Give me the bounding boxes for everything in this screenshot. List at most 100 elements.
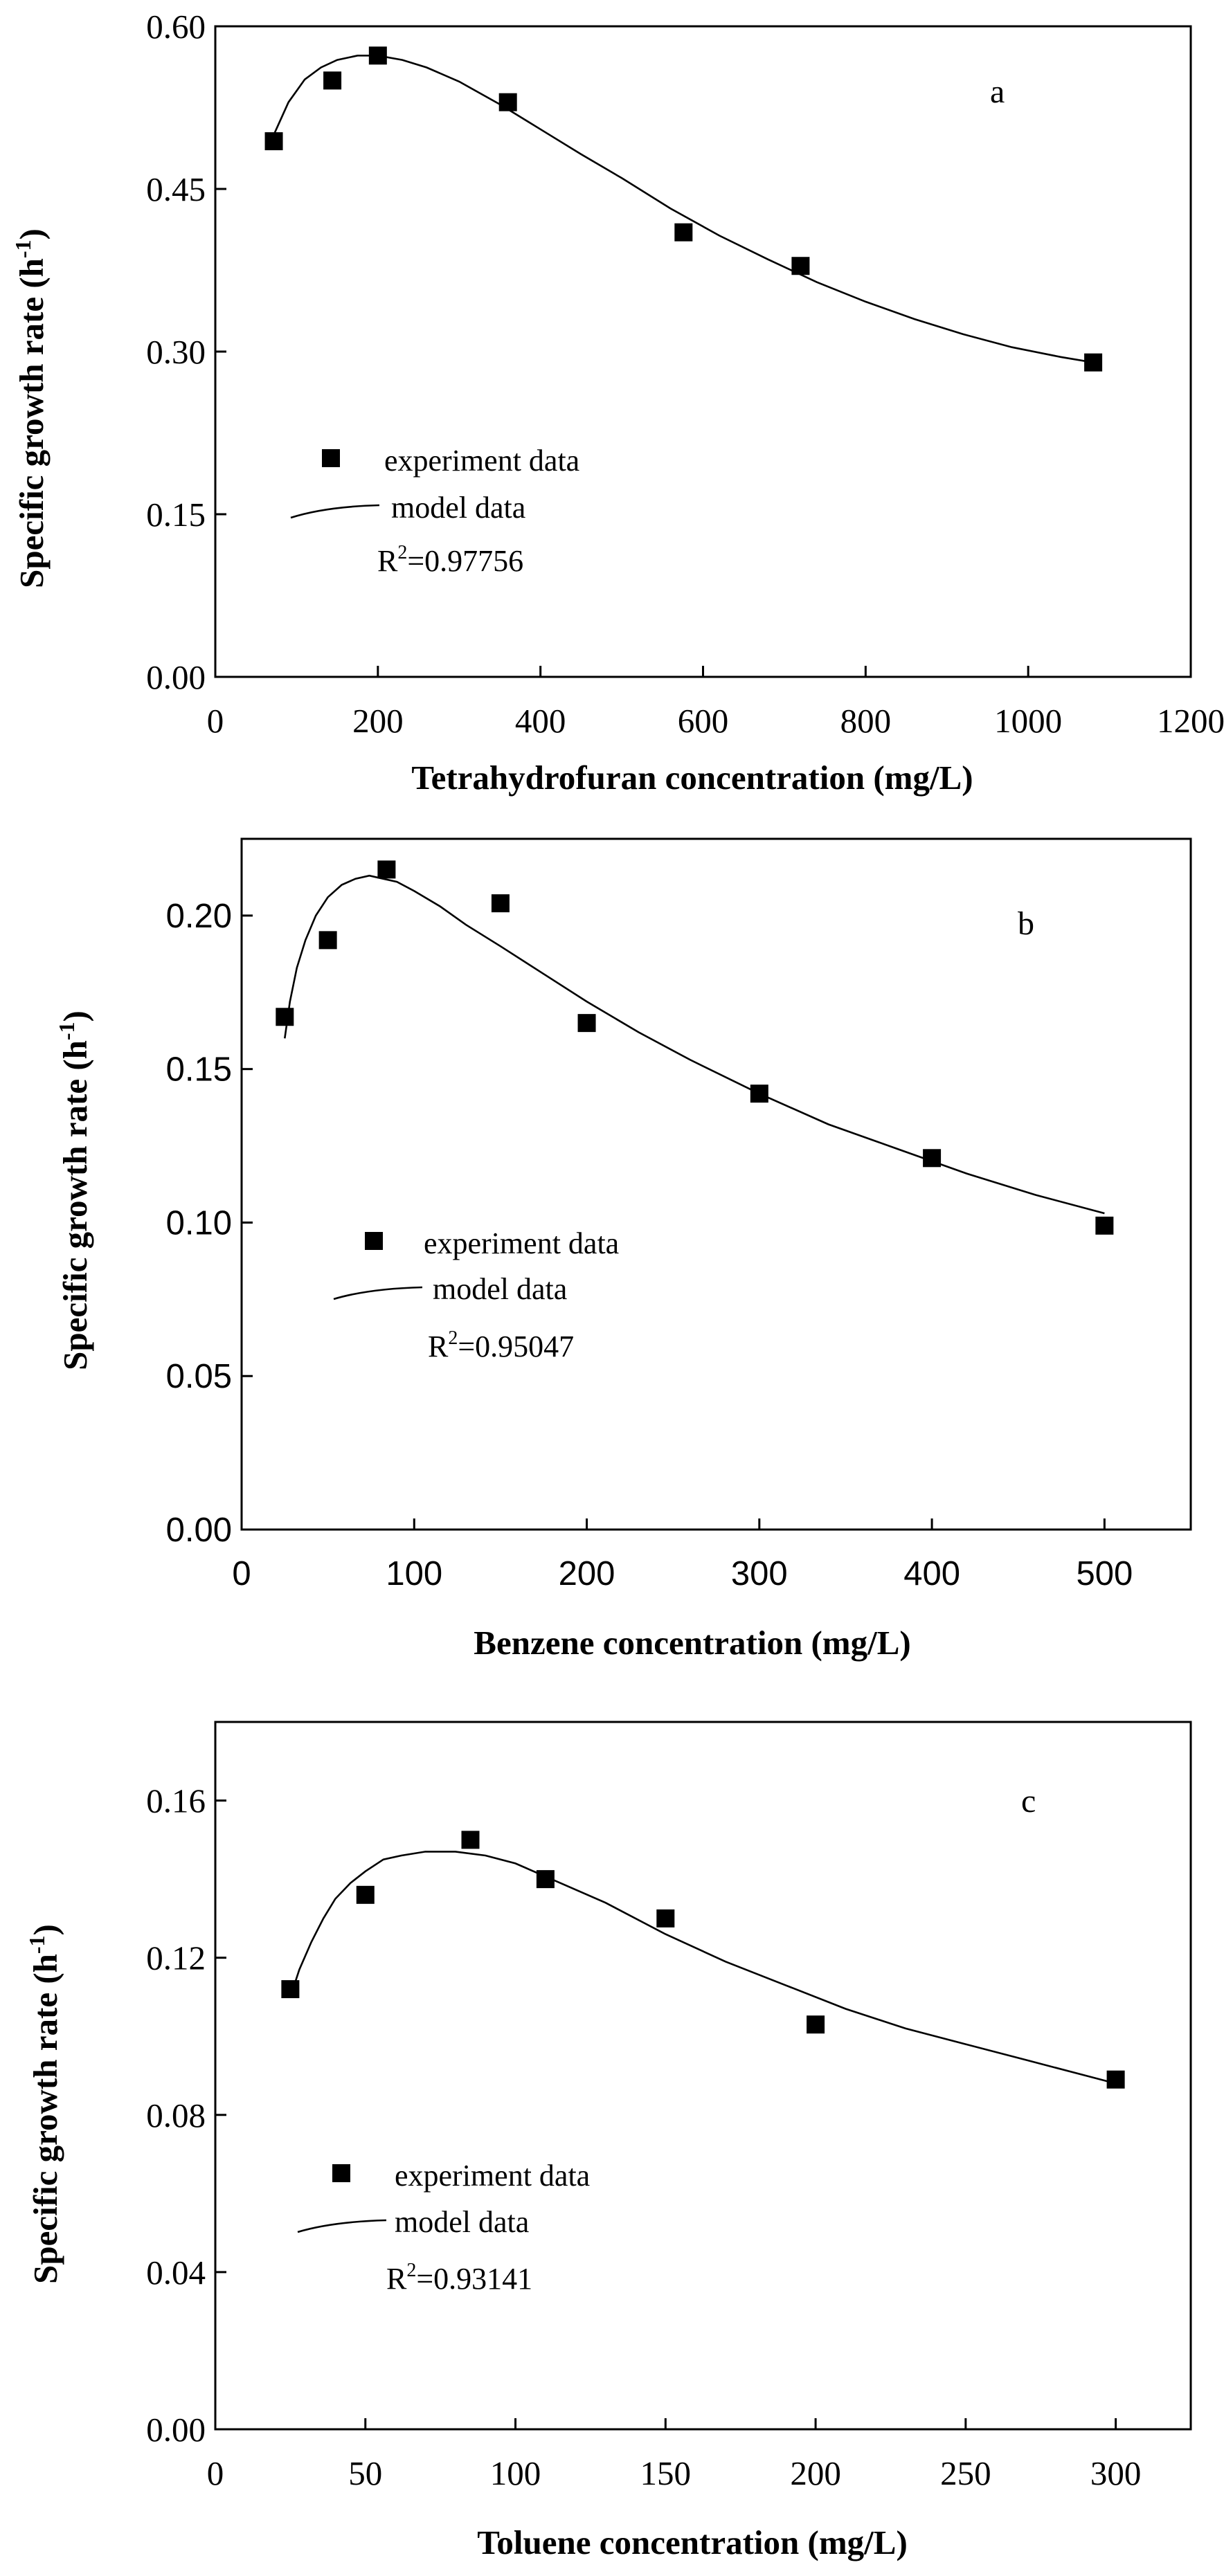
y-tick-label: 0.30 xyxy=(146,333,206,371)
panel-label: a xyxy=(990,73,1005,110)
data-point-marker xyxy=(264,132,283,151)
y-axis-label-close: ) xyxy=(12,228,51,239)
data-point-marker xyxy=(491,894,510,913)
data-point-marker xyxy=(461,1831,480,1849)
data-point-marker xyxy=(1095,1216,1114,1235)
legend-marker-swatch xyxy=(365,1232,383,1250)
legend-line-swatch xyxy=(297,2219,387,2233)
panel-label: b xyxy=(1018,905,1034,942)
data-point-marker xyxy=(276,1008,294,1026)
x-tick-label: 0 xyxy=(207,702,224,740)
legend-line-swatch xyxy=(290,504,380,519)
y-tick-label: 0.00 xyxy=(146,2411,206,2449)
x-axis-label: Tetrahydrofuran concentration (mg/L) xyxy=(411,759,973,797)
r-squared-prefix: R xyxy=(428,1330,449,1363)
legend-marker-label: experiment data xyxy=(395,2159,590,2193)
legend-marker-label: experiment data xyxy=(424,1226,619,1260)
r-squared-value: =0.95047 xyxy=(458,1330,574,1363)
y-tick-label: 0.20 xyxy=(166,898,232,935)
x-axis-label: Benzene concentration (mg/L) xyxy=(474,1624,910,1662)
x-tick-label: 0 xyxy=(207,2454,224,2492)
data-point-marker xyxy=(791,257,810,275)
plot-frame xyxy=(214,25,1192,678)
r-squared-prefix: R xyxy=(386,2262,407,2296)
data-point-marker xyxy=(1106,2070,1125,2089)
x-axis-label: Toluene concentration (mg/L) xyxy=(477,2523,908,2561)
y-tick-label: 0.05 xyxy=(166,1358,232,1395)
r-squared-annotation: R2=0.97756 xyxy=(377,542,523,578)
legend-line-label: model data xyxy=(395,2205,529,2239)
data-point-marker xyxy=(1084,353,1103,372)
r-squared-superscript: 2 xyxy=(406,2260,416,2281)
data-point-marker xyxy=(318,931,337,950)
x-tick-label: 500 xyxy=(1076,1555,1133,1593)
x-tick-label: 600 xyxy=(678,702,729,740)
r-squared-value: =0.93141 xyxy=(416,2262,532,2296)
legend-marker-swatch xyxy=(322,449,340,467)
y-axis-label: Specific growth rate (h-1) xyxy=(24,1924,64,2284)
y-axis-label-main: Specific growth rate (h xyxy=(56,1040,94,1370)
y-tick-label: 0.60 xyxy=(146,8,206,46)
y-axis-label-unit-exponent: -1 xyxy=(54,1022,79,1040)
y-tick-label: 0.45 xyxy=(146,170,206,208)
legend: experiment data model data xyxy=(297,2159,590,2239)
plot-frame xyxy=(214,1721,1192,2431)
x-tick-label: 300 xyxy=(1090,2454,1142,2492)
x-tick-label: 800 xyxy=(840,702,892,740)
plot-frame xyxy=(240,837,1192,1531)
legend: experiment data model data xyxy=(290,444,579,525)
y-axis-label: Specific growth rate (h-1) xyxy=(10,228,51,588)
y-axis-label-close: ) xyxy=(56,1010,94,1022)
y-axis-label-close: ) xyxy=(26,1924,64,1935)
y-tick-label: 0.10 xyxy=(166,1204,232,1242)
data-point-marker xyxy=(323,71,342,90)
data-point-marker xyxy=(281,1980,300,1999)
x-tick-label: 150 xyxy=(640,2454,692,2492)
y-tick-label: 0.15 xyxy=(146,496,206,534)
legend-line-swatch xyxy=(333,1286,423,1300)
y-axis-label-main: Specific growth rate (h xyxy=(12,258,51,588)
y-tick-label: 0.04 xyxy=(146,2253,206,2292)
x-tick-label: 400 xyxy=(903,1555,960,1593)
y-tick-label: 0.15 xyxy=(166,1051,232,1089)
x-tick-label: 1200 xyxy=(1157,702,1224,740)
data-point-marker xyxy=(356,1885,375,1904)
y-axis-label-unit-exponent: -1 xyxy=(24,1935,49,1954)
x-tick-label: 100 xyxy=(386,1555,442,1593)
y-tick-label: 0.12 xyxy=(146,1939,206,1977)
model-data-line xyxy=(289,1851,1116,2085)
data-point-marker xyxy=(656,1909,675,1928)
x-tick-label: 400 xyxy=(515,702,566,740)
x-tick-label: 200 xyxy=(790,2454,841,2492)
y-tick-label: 0.08 xyxy=(146,2096,206,2134)
r-squared-superscript: 2 xyxy=(448,1327,458,1349)
r-squared-value: =0.97756 xyxy=(407,544,523,578)
x-tick-label: 200 xyxy=(559,1555,615,1593)
y-tick-label: 0.00 xyxy=(166,1512,232,1549)
r-squared-annotation: R2=0.93141 xyxy=(386,2260,532,2296)
chart-panel-a: 0 200 400 600 800 1000 1200 0.00 0.15 0.30 0.45 0.6… xyxy=(10,8,1224,797)
chart-panel-b: 0 100 200 300 400 500 0.00 0.05 0.10 0.15 0.20 Benz… xyxy=(54,837,1192,1662)
data-point-marker xyxy=(923,1149,942,1168)
x-tick-label: 300 xyxy=(731,1555,788,1593)
data-point-marker xyxy=(674,223,693,242)
legend: experiment data model data xyxy=(333,1226,619,1306)
data-point-marker xyxy=(536,1870,555,1889)
chart-panel-c: 0 50 100 150 200 250 300 0.00 0.04 0.08 0.12 0.16 To… xyxy=(24,1721,1192,2561)
data-point-marker xyxy=(368,46,387,65)
x-tick-label: 0 xyxy=(232,1555,251,1593)
legend-line-label: model data xyxy=(391,491,525,525)
r-squared-annotation: R2=0.95047 xyxy=(428,1327,574,1363)
x-tick-label: 50 xyxy=(348,2454,382,2492)
legend-marker-label: experiment data xyxy=(384,444,579,478)
r-squared-prefix: R xyxy=(377,544,398,578)
y-axis-label-main: Specific growth rate (h xyxy=(26,1954,64,2284)
data-point-marker xyxy=(498,93,517,111)
x-tick-label: 100 xyxy=(490,2454,541,2492)
x-tick-label: 200 xyxy=(352,702,404,740)
legend-marker-swatch xyxy=(332,2164,350,2182)
data-point-marker xyxy=(377,860,396,879)
x-tick-label: 250 xyxy=(940,2454,991,2492)
data-point-marker xyxy=(577,1014,596,1033)
